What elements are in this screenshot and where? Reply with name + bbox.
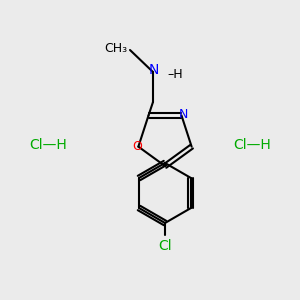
Text: Cl—H: Cl—H xyxy=(233,138,271,152)
Text: Cl—H: Cl—H xyxy=(29,138,67,152)
Text: –H: –H xyxy=(167,68,183,82)
Text: CH₃: CH₃ xyxy=(104,41,127,55)
Text: N: N xyxy=(179,108,188,121)
Text: Cl: Cl xyxy=(158,239,172,253)
Text: N: N xyxy=(149,63,159,77)
Text: O: O xyxy=(132,140,142,153)
